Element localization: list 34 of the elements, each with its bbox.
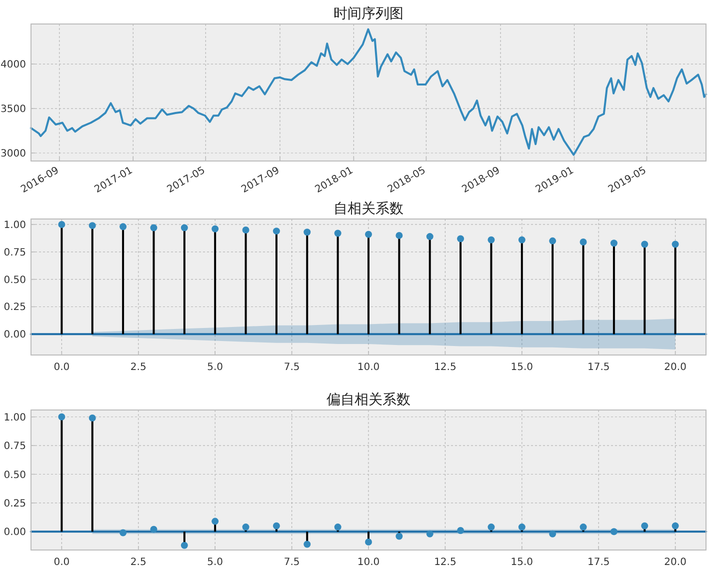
- y-tick-label: 3000: [0, 148, 26, 160]
- chart-title: 时间序列图: [334, 6, 404, 22]
- x-tick-label: 2.5: [130, 557, 146, 568]
- y-tick-label: 0.50: [4, 470, 26, 481]
- x-tick-label: 15.0: [510, 362, 534, 373]
- x-tick-label: 0.0: [54, 557, 70, 568]
- chart-title: 自相关系数: [334, 201, 404, 217]
- x-tick-label: 2.5: [130, 362, 146, 373]
- y-tick-label: 0.75: [4, 247, 26, 258]
- y-tick-label: 0.75: [4, 441, 26, 452]
- y-tick-label: 0.00: [4, 527, 26, 538]
- x-tick-label: 20.0: [664, 362, 686, 373]
- chart-title: 偏自相关系数: [326, 392, 410, 408]
- y-tick-label: 4000: [0, 60, 26, 71]
- x-tick-label: 17.5: [587, 362, 610, 373]
- x-tick-label: 20.0: [664, 557, 686, 568]
- y-tick-label: 0.00: [4, 330, 26, 341]
- x-tick-label: 10.0: [357, 362, 380, 373]
- x-tick-label: 7.5: [284, 557, 300, 568]
- x-tick-label: 5.0: [207, 362, 224, 373]
- x-tick-label: 0.0: [54, 362, 70, 373]
- x-tick-label: 15.0: [510, 557, 534, 568]
- y-tick-label: 0.50: [4, 274, 26, 286]
- y-tick-label: 0.25: [4, 498, 26, 510]
- x-tick-label: 5.0: [207, 557, 224, 568]
- x-tick-label: 12.5: [434, 557, 456, 568]
- x-tick-label: 12.5: [434, 362, 456, 373]
- y-tick-label: 0.25: [4, 302, 26, 314]
- x-tick-label: 7.5: [284, 362, 300, 373]
- y-tick-label: 1.00: [4, 220, 26, 231]
- x-tick-label: 17.5: [587, 557, 610, 568]
- y-tick-label: 3500: [0, 104, 26, 116]
- y-tick-label: 1.00: [4, 412, 26, 424]
- x-tick-label: 10.0: [357, 557, 380, 568]
